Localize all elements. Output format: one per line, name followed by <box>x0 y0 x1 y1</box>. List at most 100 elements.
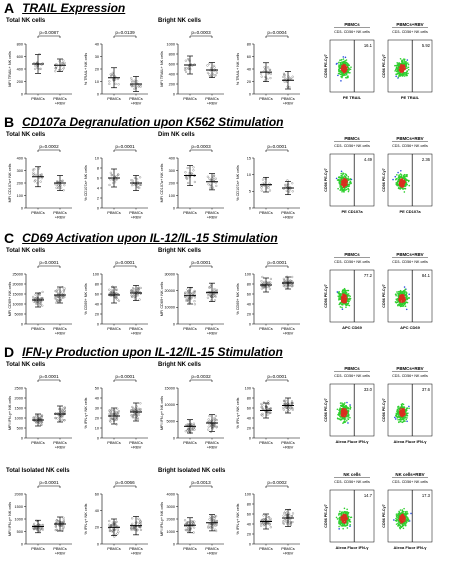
flow-event-dot <box>345 411 347 414</box>
data-point <box>212 423 215 426</box>
data-point <box>40 177 43 180</box>
flow-event-dot <box>347 183 350 186</box>
y-tick-label: 200 <box>169 82 175 86</box>
flow-event-dot <box>338 297 340 299</box>
flow-event-dot <box>343 287 346 290</box>
data-point <box>213 289 216 292</box>
flow-event-dot <box>339 295 341 297</box>
x-category-label: PBMCs <box>183 96 197 101</box>
data-point <box>283 74 286 77</box>
data-point <box>109 408 112 412</box>
flow-event-dot <box>343 522 346 524</box>
flow-event-dot <box>350 66 352 69</box>
flow-event-dot <box>344 180 346 182</box>
flow-panel-title: PBMCs+RBV <box>396 252 423 257</box>
flow-x-axis-label: PE TRAIL <box>343 95 362 100</box>
flow-event-dot <box>405 67 407 70</box>
data-point <box>285 514 288 517</box>
chart-d-3: p=0.0032 0 5000 10000 15000 MFI IFN-γ+ NK cel… <box>160 374 224 450</box>
flow-event-dot <box>346 521 349 524</box>
chart-d-7: p=0.0013 0 1000 2000 3000 4000 MFI IFN-γ+ NK c… <box>160 480 224 556</box>
flow-event-dot <box>346 415 349 418</box>
flow-event-dot <box>405 418 408 421</box>
y-axis-label: MFI IFN-γ+ NK cells <box>160 502 164 536</box>
data-point <box>261 404 264 407</box>
y-tick-label: 2000 <box>167 517 175 521</box>
chart-c-3: p=0.0001 0 10000 20000 30000 MFI CD69+ NK cel… <box>160 260 224 336</box>
y-tick-label: 0 <box>97 322 99 326</box>
data-point <box>131 414 134 417</box>
y-axis-label: % CD107a+ NK cells <box>84 165 88 201</box>
flow-event-dot <box>336 417 339 420</box>
p-value: p=0.0001 <box>115 144 135 149</box>
flow-event-dot <box>400 291 402 294</box>
data-point <box>114 82 117 85</box>
flow-event-dot <box>405 407 408 410</box>
data-point <box>267 521 270 525</box>
y-tick-label: 40 <box>95 396 99 400</box>
y-tick-label: 2000 <box>15 396 23 400</box>
data-point <box>212 524 215 527</box>
flow-event-dot <box>342 298 345 301</box>
scatter-chart: p=0.0001 0 5 10 15 % CD107a+ NK cells PBMCs PBM… <box>236 144 300 220</box>
data-point <box>209 526 212 529</box>
flow-event-dot <box>396 73 399 75</box>
flow-event-dot <box>343 188 346 191</box>
data-point <box>36 182 39 185</box>
flow-event-dot <box>347 178 350 181</box>
flow-event-dot <box>400 292 403 295</box>
flow-event-dot <box>395 70 398 73</box>
y-tick-label: 60 <box>247 406 251 410</box>
data-point <box>108 80 111 83</box>
data-point <box>62 526 65 529</box>
data-point <box>284 405 287 409</box>
flow-y-axis-label: CD56 PE-Cy7 <box>382 398 386 421</box>
flow-event-dot <box>406 510 408 513</box>
flow-event-dot <box>404 420 406 422</box>
flow-event-dot <box>401 421 404 424</box>
flow-event-dot <box>404 521 406 524</box>
data-point <box>133 176 136 179</box>
data-point <box>108 523 111 526</box>
flow-event-dot <box>341 414 344 417</box>
data-point <box>131 517 134 520</box>
data-point <box>116 532 119 535</box>
y-tick-label: 20 <box>95 312 99 316</box>
flow-event-dot <box>401 295 404 298</box>
flow-event-dot <box>349 405 351 408</box>
flow-event-dot <box>349 181 352 183</box>
data-point <box>39 414 42 417</box>
flow-event-dot <box>339 66 342 68</box>
flow-event-dot <box>345 524 348 527</box>
flow-event-dot <box>401 302 404 305</box>
data-point <box>35 415 38 418</box>
chart-b-1: p=0.0002 0 100 200 300 400 MFI CD107a+ NK cell… <box>8 144 72 220</box>
flow-event-dot <box>345 177 347 179</box>
flow-event-dot <box>346 414 348 417</box>
y-tick-label: 0 <box>97 206 99 210</box>
y-tick-label: 0 <box>21 322 23 326</box>
y-tick-label: 600 <box>17 55 23 59</box>
y-tick-label: 20 <box>247 312 251 316</box>
gate-percentage: 5.92 <box>422 43 431 48</box>
data-point <box>288 86 291 89</box>
data-point <box>110 409 113 412</box>
flow-cytometry-panel: PBMCs CD3- CD56+ NK cells 16.1 PE TRAIL CD56… <box>324 22 433 100</box>
data-point <box>130 77 133 80</box>
data-point <box>110 288 113 291</box>
data-point <box>110 73 113 76</box>
flow-x-axis-label: PE CD107a <box>399 209 421 214</box>
y-tick-label: 0 <box>249 322 251 326</box>
y-tick-label: 60 <box>95 292 99 296</box>
data-point <box>39 304 42 307</box>
data-point <box>208 73 211 76</box>
data-point <box>186 422 189 426</box>
flow-event-dot <box>405 410 407 412</box>
flow-event-dot <box>343 515 346 518</box>
data-point <box>268 287 271 290</box>
section-title: CD69 Activation upon IL-12/IL-15 Stimula… <box>22 231 278 245</box>
flow-event-dot <box>405 412 408 415</box>
data-point <box>63 287 66 290</box>
flow-event-dot <box>341 176 344 178</box>
data-point <box>215 419 218 422</box>
